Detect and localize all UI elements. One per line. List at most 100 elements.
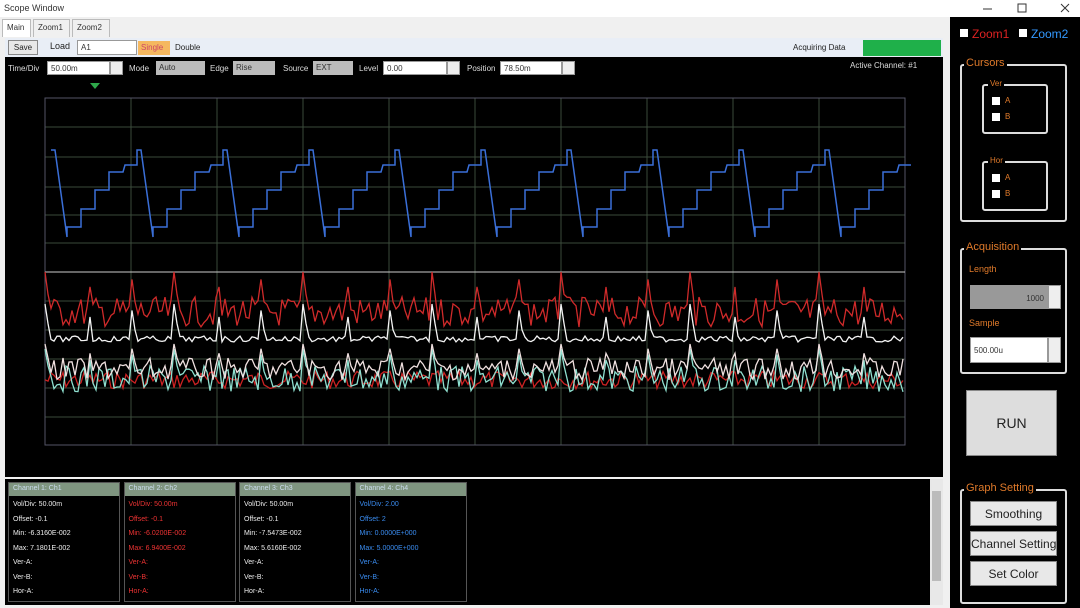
trace	[44, 303, 904, 344]
sample-input[interactable]: 500.00u	[970, 337, 1048, 363]
channel-line: Ver-B:	[359, 573, 379, 581]
control-label: Edge	[210, 64, 229, 73]
hor-title: Hor	[988, 156, 1005, 165]
setting-button[interactable]: Smoothing	[970, 501, 1057, 526]
channel-header: Channel 1: Ch1	[9, 483, 119, 496]
zoom2-checkbox[interactable]	[1019, 29, 1027, 37]
channel-line: Ver-A:	[244, 559, 264, 566]
acquisition-title: Acquisition	[964, 241, 1022, 253]
channel-info-panel: Channel 1: Ch1 Vol/Div: 50.00m Offset: -0.…	[5, 479, 943, 605]
control-spinner[interactable]	[562, 61, 575, 75]
cursor-checkbox[interactable]	[992, 190, 1000, 198]
channel-header: Channel 4: Ch4	[355, 483, 466, 496]
run-button[interactable]: RUN	[966, 390, 1057, 456]
trace	[44, 348, 904, 395]
channel-select[interactable]: A1	[77, 40, 137, 55]
zoom2-label: Zoom2	[1031, 27, 1069, 41]
title-bar: Scope Window	[0, 0, 1080, 17]
graph-setting-title: Graph Setting	[964, 482, 1036, 494]
channel-line: Max: 7.1801E-002	[13, 544, 71, 552]
setting-button[interactable]: Channel Setting	[970, 531, 1057, 556]
channel-line: Offset: -0.1	[13, 515, 48, 523]
channel-line: Hor-A:	[128, 588, 149, 595]
window-title: Scope Window	[4, 3, 65, 13]
cursor-checkbox[interactable]	[992, 113, 1000, 121]
trace	[44, 368, 904, 391]
channel-line: Vol/Div: 50.00m	[244, 501, 294, 508]
channel-line: Hor-A:	[244, 588, 265, 595]
channel-line: Hor-A:	[13, 588, 34, 595]
double-button[interactable]: Double	[175, 43, 201, 52]
load-button[interactable]: Load	[49, 41, 71, 51]
sample-spinner[interactable]	[1048, 337, 1061, 363]
single-button[interactable]: Single	[138, 41, 170, 55]
tab[interactable]: Zoom2	[72, 19, 110, 37]
channel-line: Ver-B:	[128, 573, 148, 581]
channel-line: Min: -7.5473E-002	[244, 530, 302, 537]
control-label: Position	[467, 64, 496, 73]
channel-line: Vol/Div: 2.00	[359, 501, 399, 508]
length-label: Length	[969, 264, 997, 274]
cursor-checkbox[interactable]	[992, 97, 1000, 105]
channel-line: Ver-A:	[359, 559, 379, 566]
tab[interactable]: Zoom1	[33, 19, 70, 37]
scrollbar[interactable]	[930, 479, 943, 605]
channel-box: Channel 3: Ch3 Vol/Div: 50.00m Offset: -0.…	[239, 482, 351, 602]
channel-line: Vol/Div: 50.00m	[13, 501, 63, 508]
cursor-option: A	[1005, 96, 1011, 105]
save-button[interactable]: Save	[8, 40, 38, 55]
zoom1-checkbox[interactable]	[960, 29, 968, 37]
sample-label: Sample	[969, 318, 1000, 328]
cursors-title: Cursors	[964, 57, 1007, 69]
control-input[interactable]: 78.50m	[500, 61, 562, 75]
hor-group	[982, 161, 1048, 211]
channel-line: Max: 5.6160E-002	[244, 544, 302, 552]
zoom1-label: Zoom1	[972, 27, 1010, 41]
channel-header: Channel 2: Ch2	[124, 483, 235, 496]
cursor-option: A	[1005, 173, 1011, 182]
setting-button[interactable]: Set Color	[970, 561, 1057, 586]
control-input[interactable]: Auto	[156, 61, 205, 75]
control-spinner[interactable]	[110, 61, 123, 75]
control-input[interactable]: 50.00m	[47, 61, 110, 75]
cursor-option: B	[1005, 112, 1011, 121]
length-spinner[interactable]	[1048, 285, 1061, 309]
status-indicator	[863, 40, 941, 56]
length-input[interactable]: 1000	[970, 285, 1048, 309]
channel-line: Offset: 2	[359, 515, 386, 523]
channel-box: Channel 4: Ch4 Vol/Div: 2.00 Offset: 2 Min:…	[354, 482, 467, 602]
scope-display: Active Channel: #1 Time/Div 50.00m Mode Aut…	[5, 57, 943, 477]
window-controls[interactable]	[970, 0, 1080, 17]
control-input[interactable]: 0.00	[383, 61, 447, 75]
status-label: Acquiring Data	[793, 43, 846, 52]
cursor-checkbox[interactable]	[992, 174, 1000, 182]
active-channel: Active Channel: #1	[850, 61, 918, 70]
channel-header: Channel 3: Ch3	[240, 483, 350, 496]
control-spinner[interactable]	[447, 61, 460, 75]
tab-bar: Main Zoom1 Zoom2	[0, 17, 945, 37]
channel-line: Hor-A:	[359, 588, 380, 595]
control-label: Time/Div	[8, 64, 40, 73]
trace	[44, 343, 904, 382]
waveform-plot	[44, 83, 911, 446]
channel-line: Min: -6.0200E-002	[128, 530, 187, 537]
channel-line: Ver-B:	[13, 573, 33, 581]
channel-line: Offset: -0.1	[128, 515, 164, 523]
blue-trace	[51, 149, 911, 238]
control-label: Mode	[129, 64, 150, 73]
channel-line: Vol/Div: 50.00m	[128, 501, 178, 508]
side-panel: Zoom1 Zoom2 Cursors Ver Hor Acquisition …	[950, 17, 1080, 608]
control-input[interactable]: Rise	[233, 61, 275, 75]
control-label: Level	[359, 64, 379, 73]
control-input[interactable]: EXT	[313, 61, 353, 75]
toolbar: Save Load A1 Single Double Acquiring Dat…	[5, 38, 943, 57]
ver-group	[982, 84, 1048, 134]
channel-line: Max: 6.9400E-002	[128, 544, 186, 552]
channel-box: Channel 1: Ch1 Vol/Div: 50.00m Offset: -0.…	[8, 482, 120, 602]
channel-line: Ver-A:	[13, 559, 33, 566]
channel-line: Min: -6.3160E-002	[13, 530, 71, 537]
channel-line: Offset: -0.1	[244, 515, 279, 523]
tab[interactable]: Main	[2, 19, 31, 37]
channel-line: Ver-A:	[128, 559, 148, 566]
